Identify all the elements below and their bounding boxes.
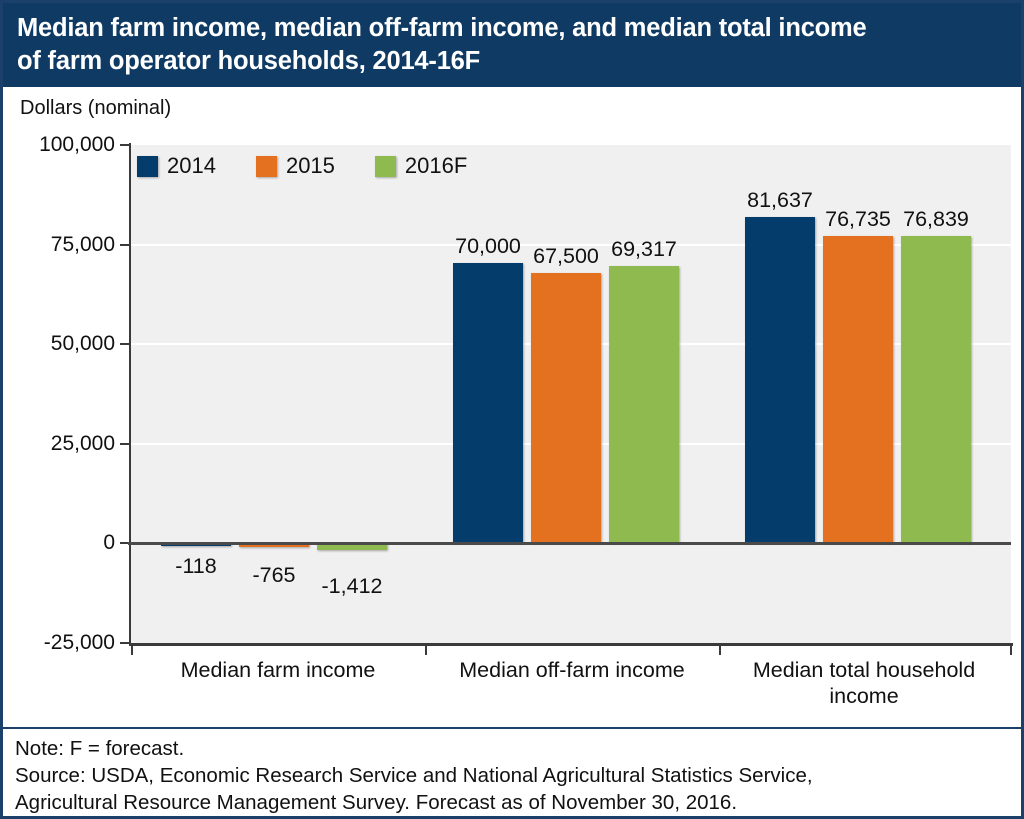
legend-label-2016F: 2016F bbox=[404, 153, 468, 178]
y-tick-label-25000: 25,000 bbox=[50, 432, 115, 455]
data-label-2014-median-total-household-income: 81,637 bbox=[747, 188, 813, 212]
y-tick-label-0: 0 bbox=[103, 531, 115, 554]
bar-2015-median-off-farm-income[interactable] bbox=[531, 273, 601, 543]
data-label-2015-median-total-household-income: 76,735 bbox=[825, 207, 891, 231]
bar-2015-median-farm-income[interactable] bbox=[239, 543, 309, 547]
x-axis-category-label-median-total-household-income: Median total household income bbox=[752, 658, 976, 708]
bar-2016F-median-total-household-income[interactable] bbox=[901, 236, 971, 543]
y-axis-tick-labels: 100,000 75,000 50,000 25,000 0 -25,000 bbox=[3, 87, 120, 727]
footer-note: Note: F = forecast. bbox=[15, 737, 185, 760]
y-tick-label-100000: 100,000 bbox=[39, 133, 115, 156]
legend-item-2014[interactable]: 2014 bbox=[137, 153, 256, 179]
data-label-2014-median-farm-income: -118 bbox=[175, 554, 217, 578]
y-tick-label-75000: 75,000 bbox=[50, 233, 115, 256]
data-label-2015-median-farm-income: -765 bbox=[252, 563, 296, 587]
x-axis-tick-left bbox=[131, 643, 133, 655]
y-axis-tick-100000 bbox=[120, 144, 131, 146]
data-label-2016F-median-off-farm-income: 69,317 bbox=[611, 237, 677, 261]
y-axis-title: Dollars (nominal) bbox=[20, 97, 172, 119]
bar-2016F-median-off-farm-income[interactable] bbox=[609, 266, 679, 543]
bar-2015-median-total-household-income[interactable] bbox=[823, 236, 893, 543]
bar-2014-median-total-household-income[interactable] bbox=[745, 217, 815, 543]
y-axis-tick-0 bbox=[120, 542, 131, 544]
plot-area: 2014 2015 2016F bbox=[128, 145, 1011, 643]
chart-title-line-2: of farm operator households, 2014-16F bbox=[17, 47, 481, 75]
legend-label-2014: 2014 bbox=[167, 153, 216, 178]
zero-line bbox=[128, 542, 1011, 545]
x-axis-category-label-median-farm-income: Median farm income bbox=[180, 658, 376, 682]
legend-label-2015: 2015 bbox=[285, 153, 335, 178]
x-axis-category-label-median-off-farm-income: Median off-farm income bbox=[459, 658, 685, 682]
y-tick-label-neg25000: -25,000 bbox=[43, 631, 115, 654]
x-axis-tick-right bbox=[1010, 643, 1012, 655]
y-axis-tick-neg25000 bbox=[120, 642, 131, 644]
legend-swatch-2016F bbox=[374, 155, 396, 177]
y-axis-tick-25000 bbox=[120, 443, 131, 445]
y-axis-tick-50000 bbox=[120, 343, 131, 345]
data-label-2016F-median-total-household-income: 76,839 bbox=[903, 207, 969, 231]
footer-source-line-2: Agricultural Resource Management Survey.… bbox=[15, 791, 738, 814]
legend-swatch-2014 bbox=[137, 155, 158, 177]
chart-title-band: Median farm income, median off-farm inco… bbox=[3, 3, 1021, 87]
x-axis-tick-2 bbox=[719, 643, 721, 655]
data-label-2015-median-off-farm-income: 67,500 bbox=[533, 244, 599, 268]
x-axis-spine bbox=[129, 643, 1013, 646]
y-axis-spine bbox=[129, 143, 131, 645]
bar-2016F-median-farm-income[interactable] bbox=[317, 543, 387, 550]
data-label-2014-median-off-farm-income: 70,000 bbox=[455, 234, 521, 258]
chart-legend: 2014 2015 2016F bbox=[137, 153, 507, 179]
bar-2014-median-off-farm-income[interactable] bbox=[453, 263, 523, 543]
y-axis-tick-75000 bbox=[120, 244, 131, 246]
data-label-2016F-median-farm-income: -1,412 bbox=[321, 574, 383, 598]
legend-item-2015[interactable]: 2015 bbox=[255, 153, 375, 179]
chart-body: Dollars (nominal) 100,000 75,000 50,000 … bbox=[3, 87, 1021, 727]
gridline-75000 bbox=[131, 244, 1011, 246]
chart-title-line-1: Median farm income, median off-farm inco… bbox=[17, 14, 867, 42]
footer-source-line-1: Source: USDA, Economic Research Service … bbox=[15, 764, 813, 787]
chart-footer: Note: F = forecast. Source: USDA, Econom… bbox=[3, 727, 1021, 816]
legend-swatch-2015 bbox=[255, 155, 277, 177]
legend-item-2016F[interactable]: 2016F bbox=[374, 153, 507, 179]
y-tick-label-50000: 50,000 bbox=[50, 332, 115, 355]
x-axis-tick-1 bbox=[425, 643, 427, 655]
